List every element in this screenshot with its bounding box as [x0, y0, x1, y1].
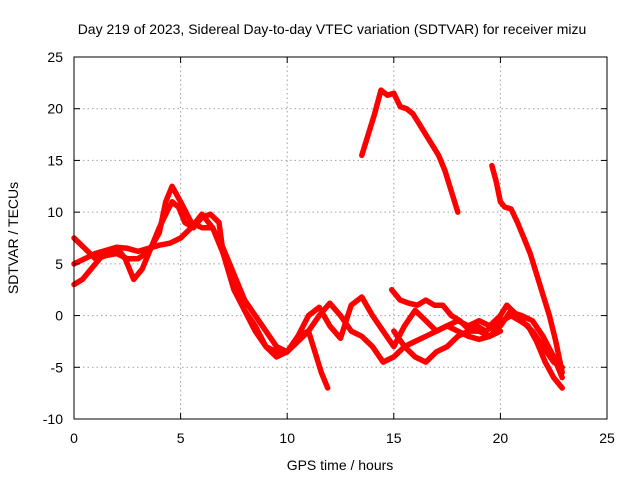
series-track-1	[71, 199, 565, 381]
x-tick-label: 20	[493, 430, 509, 446]
x-tick-label: 25	[599, 430, 615, 446]
y-axis-label: SDTVAR / TECUs	[5, 182, 21, 294]
plot-frame	[73, 56, 608, 420]
x-tick-label: 0	[70, 430, 78, 446]
y-tick-label: 0	[55, 308, 63, 324]
axis-ticks	[73, 56, 608, 420]
data-series	[71, 87, 565, 391]
y-tick-label: -10	[43, 411, 63, 427]
series-track-5	[489, 162, 565, 376]
y-tick-label: 10	[47, 204, 63, 220]
y-tick-label: -5	[51, 359, 64, 375]
series-track-7	[391, 328, 504, 365]
y-tick-label: 5	[55, 256, 63, 272]
y-tick-label: 20	[47, 101, 63, 117]
x-axis-label: GPS time / hours	[287, 457, 394, 473]
y-tick-label: 15	[47, 152, 63, 168]
series-track-6	[388, 286, 565, 391]
series-track-4	[359, 87, 461, 215]
y-tick-labels: -10 -5 0 5 10 15 20 25	[43, 49, 63, 427]
x-tick-label: 10	[279, 430, 295, 446]
x-tick-labels: 0 5 10 15 20 25	[70, 430, 615, 446]
series-track-3	[71, 183, 331, 391]
y-tick-label: 25	[47, 49, 63, 65]
x-tick-label: 5	[177, 430, 185, 446]
x-tick-label: 15	[386, 430, 402, 446]
chart-title: Day 219 of 2023, Sidereal Day-to-day VTE…	[78, 21, 587, 37]
series-track-2	[71, 211, 565, 371]
